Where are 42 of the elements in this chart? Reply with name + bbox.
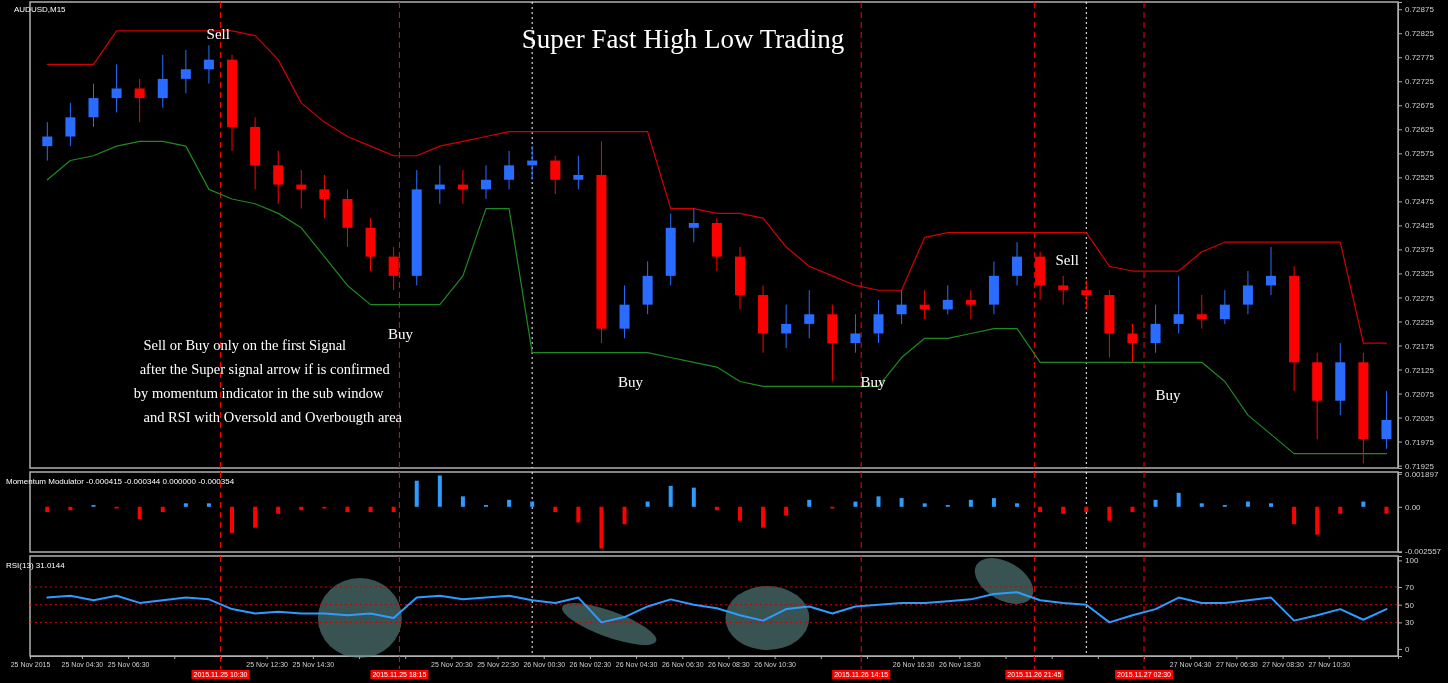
chart-subtitle: AUDUSD,M15: [14, 5, 67, 14]
annotation: Sell or Buy only on the first Signal: [143, 337, 347, 353]
text: Momentum Modulator -0.000415 -0.000344 0.000000 -0.000354: [6, 477, 235, 486]
y-tick-label: 0.72475: [1405, 197, 1435, 207]
annotation: after the Super signal arrow if is confirmed: [139, 361, 391, 377]
y-tick-label: 0.72625: [1405, 125, 1435, 135]
y-tick-label: 0.72275: [1405, 293, 1435, 303]
text: RSI(13) 31.0144: [6, 561, 66, 570]
y-tick-label: 0.72675: [1405, 101, 1435, 111]
annotation: by momentum indicator in the sub window: [133, 385, 385, 401]
y-tick-label: 0: [1405, 644, 1410, 654]
y-tick-label: 0.00: [1405, 502, 1422, 512]
y-tick-label: 0.72425: [1405, 221, 1435, 231]
y-tick-label: 0.72825: [1405, 29, 1435, 39]
y-tick-label: 0.71925: [1405, 461, 1435, 471]
y-tick-label: 0.72125: [1405, 365, 1435, 375]
y-tick-label: 50: [1405, 600, 1415, 610]
y-tick-label: 0.72225: [1405, 317, 1435, 327]
y-tick-label: 0.72025: [1405, 413, 1435, 423]
y-tick-label: 0.72725: [1405, 77, 1435, 87]
y-tick-label: 0.72175: [1405, 341, 1435, 351]
y-tick-label: 0.71975: [1405, 437, 1435, 447]
y-tick-label: 0.001897: [1405, 469, 1439, 479]
y-tick-label: 30: [1405, 618, 1415, 628]
y-tick-label: 100: [1405, 556, 1419, 566]
y-tick-label: 70: [1405, 583, 1415, 593]
y-tick-label: 0.72525: [1405, 173, 1435, 183]
y-tick-label: 0.72775: [1405, 53, 1435, 63]
annotation: Sell: [1055, 252, 1079, 269]
y-tick-label: 0.72575: [1405, 149, 1435, 159]
y-tick-label: 0.72375: [1405, 245, 1435, 255]
y-tick-label: 0.72875: [1405, 5, 1435, 15]
y-tick-label: 0.72075: [1405, 389, 1435, 399]
annotation: Sell: [206, 26, 230, 43]
annotation: and RSI with Oversold and Overbougth area: [143, 409, 403, 425]
y-tick-label: -0.002557: [1405, 547, 1442, 557]
annotation: Buy: [388, 326, 414, 343]
y-tick-label: 0.72325: [1405, 269, 1435, 279]
annotation: Buy: [860, 374, 887, 391]
annotation: Buy: [1155, 387, 1182, 404]
annotation: Buy: [618, 374, 644, 391]
text: Super Fast High Low Trading: [521, 24, 845, 54]
